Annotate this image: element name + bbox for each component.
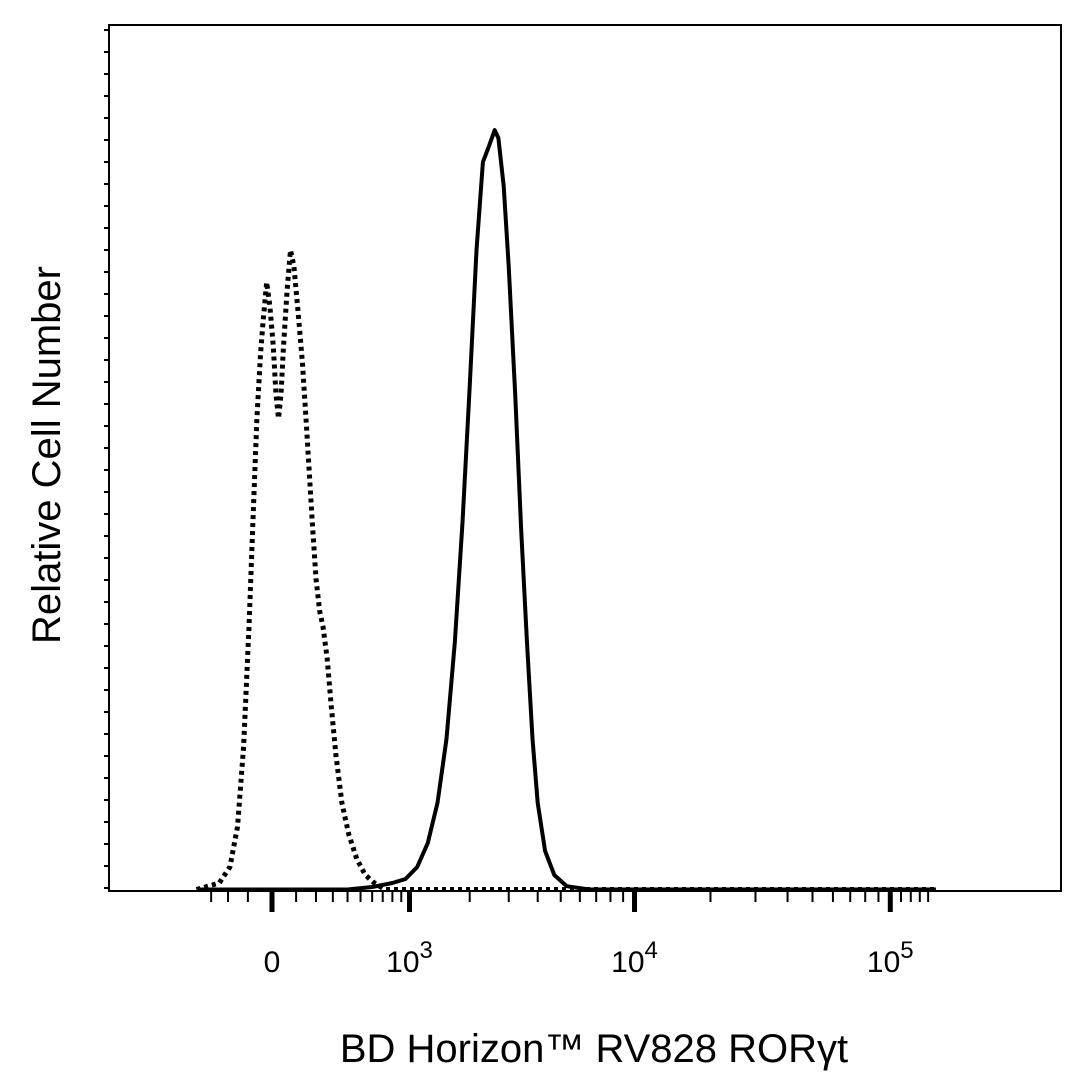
series-layer <box>195 128 936 892</box>
x-tick-label: 104 <box>611 937 658 979</box>
x-tick-label: 105 <box>867 937 914 979</box>
series-line-solid <box>196 128 936 892</box>
x-tick-labels: 0 103 104 105 <box>264 937 914 979</box>
x-tick-label: 0 <box>264 946 281 979</box>
x-major-ticks <box>269 891 893 912</box>
x-tick-label: 103 <box>386 937 433 979</box>
x-minor-ticks <box>210 891 930 902</box>
y-axis-title: Relative Cell Number <box>25 266 69 644</box>
plot-frame <box>108 24 1062 892</box>
y-ticks <box>104 29 109 889</box>
x-axis-title: BD Horizon™ RV828 RORγt <box>340 1027 848 1071</box>
series-line-dotted <box>195 247 936 892</box>
